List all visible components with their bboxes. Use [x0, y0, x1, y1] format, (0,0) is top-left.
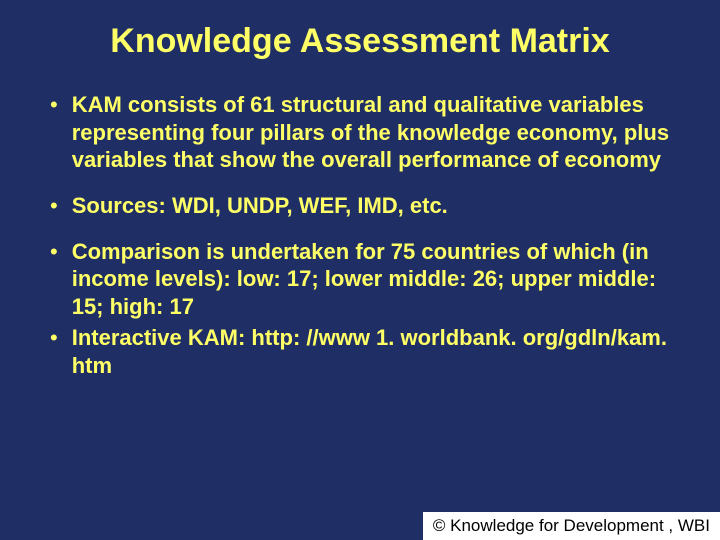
slide-body: • KAM consists of 61 structural and qual…	[0, 71, 720, 379]
bullet-marker-icon: •	[50, 91, 58, 119]
bullet-item: • KAM consists of 61 structural and qual…	[50, 91, 670, 174]
bullet-text: Sources: WDI, UNDP, WEF, IMD, etc.	[72, 192, 448, 220]
footer-credit: © Knowledge for Development , WBI	[423, 512, 720, 540]
bullet-item: • Comparison is undertaken for 75 countr…	[50, 238, 670, 321]
bullet-text: Comparison is undertaken for 75 countrie…	[72, 238, 670, 321]
bullet-marker-icon: •	[50, 238, 58, 266]
bullet-item: • Interactive KAM: http: //www 1. worldb…	[50, 324, 670, 379]
bullet-marker-icon: •	[50, 192, 58, 220]
bullet-marker-icon: •	[50, 324, 58, 352]
bullet-text: KAM consists of 61 structural and qualit…	[72, 91, 670, 174]
slide-title: Knowledge Assessment Matrix	[0, 0, 720, 71]
bullet-item: • Sources: WDI, UNDP, WEF, IMD, etc.	[50, 192, 670, 220]
slide: Knowledge Assessment Matrix • KAM consis…	[0, 0, 720, 540]
bullet-text: Interactive KAM: http: //www 1. worldban…	[72, 324, 670, 379]
